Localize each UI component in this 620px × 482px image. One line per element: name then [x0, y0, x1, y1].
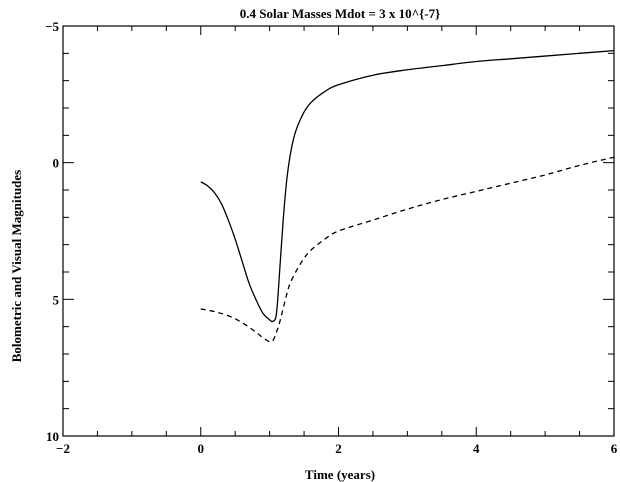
y-axis-label: Bolometric and Visual Magnitudes	[9, 170, 24, 363]
y-tick-label: 0	[53, 156, 60, 171]
chart-title: 0.4 Solar Masses Mdot = 3 x 10^{-7}	[240, 6, 440, 21]
x-axis-label: Time (years)	[305, 467, 375, 482]
y-tick-label: −5	[45, 19, 59, 34]
x-tick-label: 2	[335, 441, 342, 456]
plot-frame	[62, 25, 615, 437]
x-tick-label: 0	[198, 441, 205, 456]
y-tick-label: 5	[53, 292, 60, 307]
y-tick-label: 10	[46, 429, 59, 444]
series-group	[200, 49, 615, 343]
x-tick-label: 4	[473, 441, 480, 456]
x-axis: −2 0 2 4 6	[56, 26, 618, 456]
x-tick-label: 6	[611, 441, 618, 456]
visual-magnitude-line	[200, 156, 615, 343]
x-tick-label: −2	[56, 441, 70, 456]
y-axis: −5 0 5 10	[45, 19, 614, 444]
plot-area: −2 0 2 4 6 −5 0 5 10	[45, 19, 618, 456]
bolometric-magnitude-line	[200, 49, 615, 323]
